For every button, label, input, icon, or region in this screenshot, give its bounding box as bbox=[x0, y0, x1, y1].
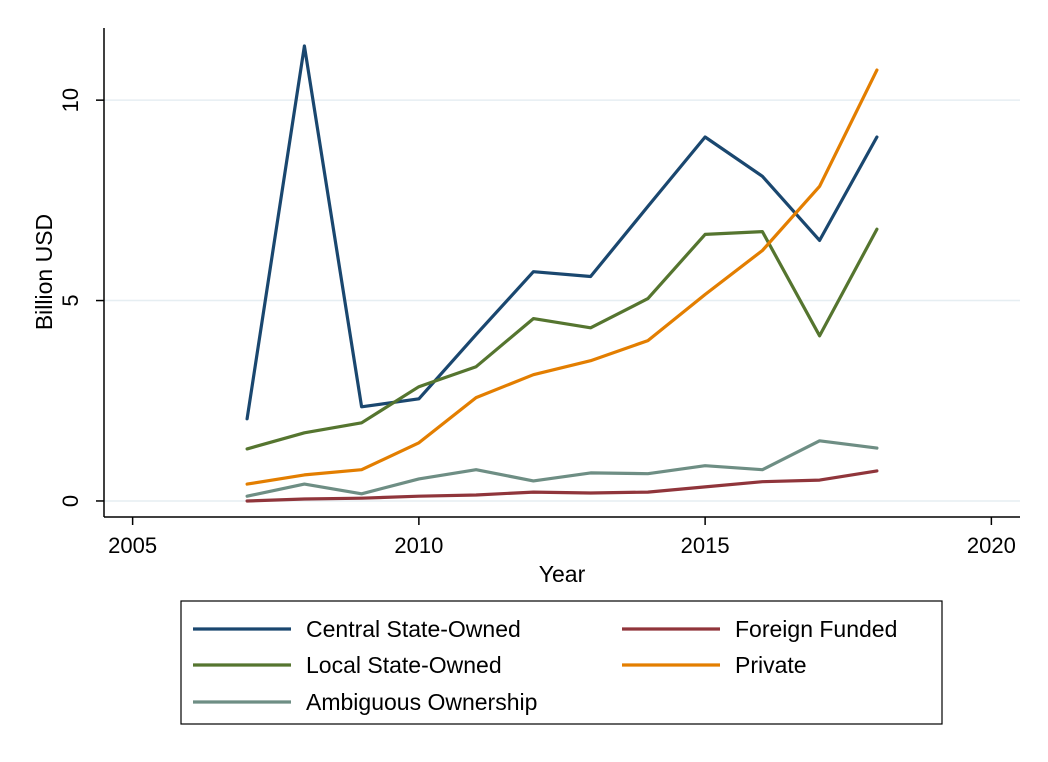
y-tick-label: 10 bbox=[58, 88, 83, 112]
legend-label-0: Central State-Owned bbox=[306, 616, 521, 642]
x-tick-label: 2005 bbox=[108, 533, 157, 558]
legend-items: Central State-Owned Foreign Funded Local S… bbox=[193, 616, 897, 715]
series-line-1 bbox=[245, 469, 879, 503]
axes bbox=[103, 28, 1020, 518]
series-line-4 bbox=[245, 439, 879, 498]
series-lines bbox=[245, 44, 879, 503]
series-line-3 bbox=[245, 68, 879, 486]
x-axis-title: Year bbox=[539, 561, 586, 587]
x-tick-label: 2020 bbox=[967, 533, 1016, 558]
x-tick-label: 2015 bbox=[681, 533, 730, 558]
gridlines bbox=[104, 99, 1020, 502]
series-line-2 bbox=[245, 227, 879, 451]
ticks: 0 5 10 2005 2010 2015 2020 bbox=[58, 88, 1016, 558]
legend-label-4: Ambiguous Ownership bbox=[306, 689, 537, 715]
series-line-0 bbox=[245, 44, 879, 421]
y-tick-label: 0 bbox=[58, 495, 83, 507]
legend: Central State-Owned Foreign Funded Local S… bbox=[180, 600, 943, 725]
legend-label-3: Private bbox=[735, 652, 807, 678]
legend-label-1: Foreign Funded bbox=[735, 616, 897, 642]
legend-label-2: Local State-Owned bbox=[306, 652, 502, 678]
x-tick-label: 2010 bbox=[394, 533, 443, 558]
y-axis-title: Billion USD bbox=[31, 214, 57, 330]
y-tick-label: 5 bbox=[58, 294, 83, 306]
legend-box bbox=[180, 600, 943, 725]
